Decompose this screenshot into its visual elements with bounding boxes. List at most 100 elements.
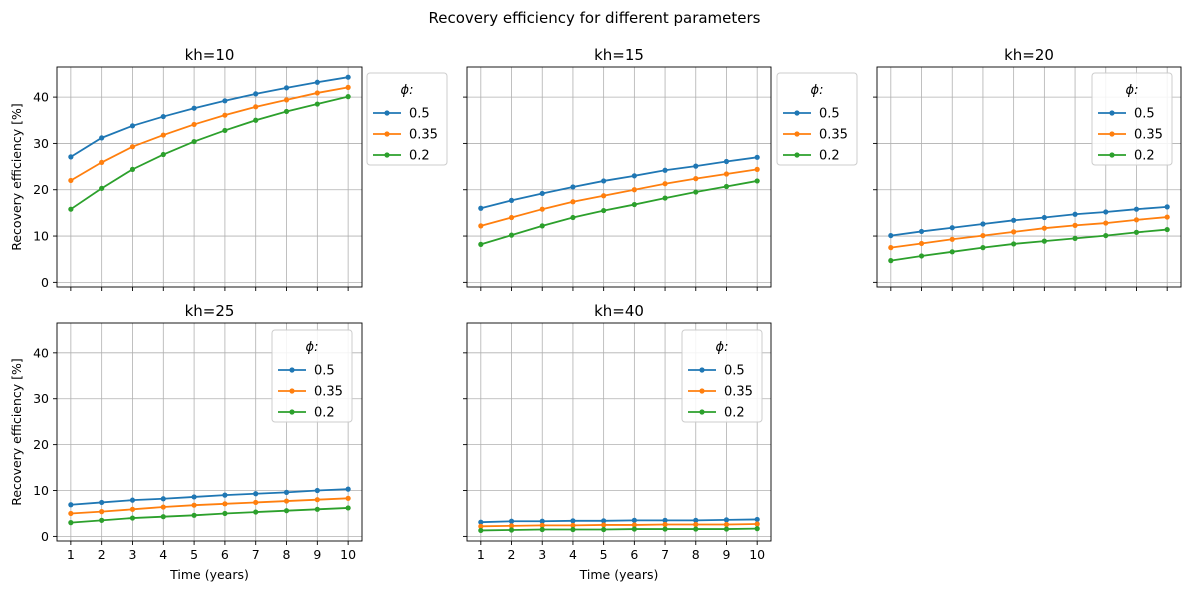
data-point bbox=[314, 90, 320, 96]
subplot-title: kh=25 bbox=[185, 302, 235, 320]
legend-marker bbox=[1109, 131, 1115, 137]
data-point bbox=[1011, 229, 1017, 235]
x-tick-label: 5 bbox=[190, 547, 198, 562]
data-point bbox=[980, 221, 986, 227]
data-point bbox=[539, 190, 545, 197]
data-point bbox=[918, 228, 925, 235]
data-point bbox=[129, 144, 136, 150]
data-point bbox=[723, 183, 730, 190]
y-tick-label: 30 bbox=[33, 391, 49, 406]
x-axis-label: Time (years) bbox=[169, 567, 249, 582]
legend-label: 0.5 bbox=[724, 364, 745, 379]
legend-label: 0.35 bbox=[724, 385, 753, 400]
data-point bbox=[68, 510, 74, 517]
data-point bbox=[601, 518, 607, 524]
data-point bbox=[191, 512, 197, 518]
subplot-3: kh=20 ϕ: 0.5 0.35 0.2 bbox=[873, 46, 1182, 291]
x-tick-label: 1 bbox=[477, 547, 485, 562]
data-point bbox=[68, 206, 74, 212]
data-point bbox=[160, 151, 166, 158]
data-point bbox=[345, 94, 351, 100]
legend-label: 0.2 bbox=[314, 406, 335, 421]
data-point bbox=[1011, 241, 1017, 247]
data-point bbox=[631, 201, 637, 208]
data-point bbox=[99, 135, 105, 141]
data-point bbox=[601, 207, 607, 214]
data-point bbox=[478, 205, 484, 211]
axes-frame bbox=[56, 66, 363, 288]
data-point bbox=[222, 127, 228, 134]
data-point bbox=[539, 518, 545, 524]
data-point bbox=[980, 245, 986, 251]
legend-title: ϕ: bbox=[1126, 83, 1139, 98]
data-point bbox=[345, 486, 351, 492]
subplot-1: 0 10 20 30 40 kh=10 Recovery efficiency [%] ϕ: 0… bbox=[9, 46, 448, 291]
data-point bbox=[754, 166, 760, 172]
axes-frame bbox=[466, 322, 772, 542]
data-point bbox=[283, 498, 290, 504]
x-tick-label: 2 bbox=[508, 547, 516, 562]
legend-label: 0.5 bbox=[409, 107, 430, 122]
data-point bbox=[631, 173, 637, 179]
data-point bbox=[601, 526, 607, 533]
data-point bbox=[160, 514, 166, 520]
legend: ϕ: 0.5 0.35 0.2 bbox=[271, 329, 353, 423]
legend-marker bbox=[699, 388, 705, 394]
data-point bbox=[631, 187, 637, 193]
data-point bbox=[1103, 220, 1109, 226]
data-point bbox=[345, 74, 351, 80]
data-point bbox=[539, 522, 545, 528]
data-point bbox=[918, 253, 925, 259]
data-point bbox=[129, 497, 136, 503]
data-point bbox=[693, 521, 699, 528]
data-point bbox=[693, 163, 699, 169]
series-line-0.2 bbox=[70, 95, 349, 210]
data-point bbox=[570, 214, 576, 221]
data-point bbox=[1041, 225, 1047, 231]
data-point bbox=[508, 518, 515, 524]
legend-label: 0.2 bbox=[1134, 149, 1155, 164]
data-point bbox=[129, 506, 136, 512]
data-point bbox=[508, 523, 515, 529]
data-point bbox=[662, 526, 668, 532]
data-point bbox=[191, 121, 197, 128]
data-point bbox=[314, 497, 320, 503]
series-line-0.5 bbox=[70, 76, 349, 158]
x-tick-label: 3 bbox=[538, 547, 546, 562]
data-point bbox=[283, 97, 290, 103]
data-point bbox=[253, 104, 259, 110]
data-point bbox=[723, 171, 730, 177]
legend-title: ϕ: bbox=[811, 83, 824, 98]
legend: ϕ: 0.5 0.35 0.2 bbox=[366, 72, 448, 166]
legend-title: ϕ: bbox=[716, 340, 729, 355]
y-axis-label: Recovery efficiency [%] bbox=[9, 103, 24, 251]
subplot-title: kh=15 bbox=[594, 46, 644, 64]
data-point bbox=[222, 112, 228, 118]
data-point bbox=[345, 505, 351, 511]
data-point bbox=[570, 199, 576, 205]
legend-marker bbox=[794, 152, 800, 158]
data-point bbox=[601, 178, 607, 184]
data-point bbox=[570, 526, 576, 533]
x-tick-label: 10 bbox=[340, 547, 356, 562]
x-tick-label: 9 bbox=[722, 547, 730, 562]
data-point bbox=[508, 197, 515, 203]
x-axis-label: Time (years) bbox=[579, 567, 659, 582]
data-point bbox=[723, 526, 730, 532]
data-point bbox=[508, 214, 515, 221]
x-tick-label: 7 bbox=[661, 547, 669, 562]
data-point bbox=[222, 492, 228, 498]
data-point bbox=[68, 520, 74, 526]
legend-marker bbox=[384, 110, 390, 116]
legend-marker bbox=[289, 388, 295, 394]
y-tick-label: 20 bbox=[33, 182, 49, 197]
data-point bbox=[662, 167, 668, 173]
data-point bbox=[478, 223, 484, 229]
data-point bbox=[693, 176, 699, 182]
x-tick-label: 7 bbox=[252, 547, 260, 562]
data-point bbox=[693, 517, 699, 523]
y-tick-label: 30 bbox=[33, 136, 49, 151]
data-point bbox=[1164, 226, 1170, 233]
data-point bbox=[345, 495, 351, 501]
data-point bbox=[1072, 222, 1078, 228]
